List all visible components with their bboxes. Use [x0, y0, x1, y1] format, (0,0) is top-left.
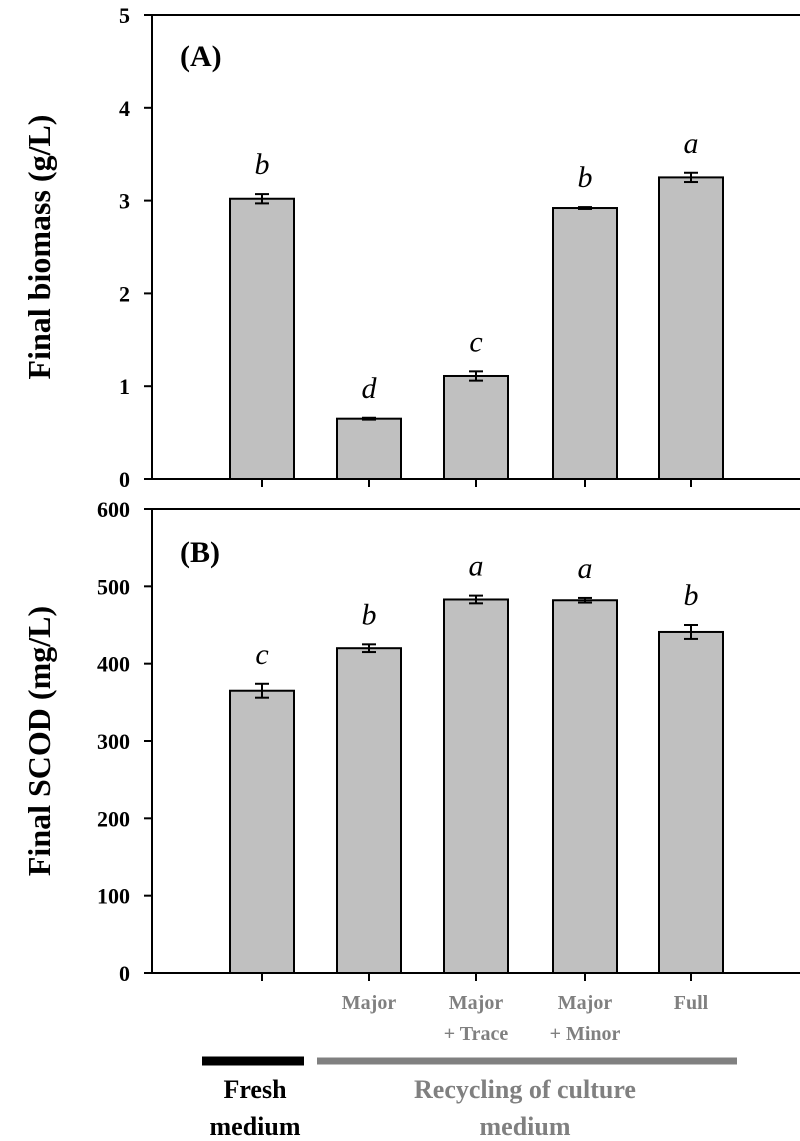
category-label-major-minor-line1: Major	[558, 992, 613, 1014]
y-tick-label: 600	[97, 497, 130, 522]
panel-label: (B)	[180, 536, 220, 569]
category-label-major-trace-line1: Major	[449, 992, 504, 1014]
y-tick-label: 5	[119, 3, 130, 28]
category-label-full: Full	[674, 992, 709, 1014]
y-axis-label: Final biomass (g/L)	[21, 115, 57, 380]
group-label-recycling-line1: Recycling of culture	[414, 1075, 636, 1104]
panel-a-biomass-chart: 0 1 2 3 4 5 Final biomass (g/L) (A) b d c b a	[21, 3, 800, 492]
bar	[658, 630, 724, 975]
significance-letter: b	[684, 579, 699, 612]
significance-letter: b	[578, 161, 593, 194]
y-tick-label: 200	[97, 806, 130, 831]
y-tick-label: 100	[97, 884, 130, 909]
y-tick-label: 500	[97, 574, 130, 599]
significance-letter: a	[578, 552, 593, 585]
bar	[443, 598, 509, 974]
y-tick-label: 0	[119, 467, 130, 492]
bar	[336, 417, 402, 480]
significance-letter: a	[684, 127, 699, 160]
y-tick-label: 3	[119, 189, 130, 214]
category-label-major-minor-line2: + Minor	[550, 1023, 621, 1045]
group-label-recycling-line2: medium	[480, 1112, 571, 1141]
group-label-fresh-line2: medium	[210, 1112, 301, 1141]
bar	[443, 374, 509, 481]
bar	[552, 207, 618, 481]
group-brackets: Fresh medium Recycling of culture medium	[202, 1056, 737, 1141]
y-tick-label: 300	[97, 729, 130, 754]
panel-b-scod-chart: 0 100 200 300 400 500 600 Final SCOD (mg/L) (B) c…	[21, 497, 800, 986]
bar	[552, 599, 618, 975]
y-tick-label: 0	[119, 961, 130, 986]
significance-letter: c	[469, 325, 482, 358]
category-label-major-trace-line2: + Trace	[444, 1023, 509, 1045]
significance-letter: c	[255, 638, 268, 671]
significance-letter: b	[255, 148, 270, 181]
category-label-major: Major	[342, 992, 397, 1014]
bar	[229, 197, 295, 481]
significance-letter: a	[469, 550, 484, 583]
bar	[336, 647, 402, 974]
group-label-fresh-line1: Fresh	[223, 1075, 287, 1104]
y-tick-label: 1	[119, 374, 130, 399]
bar	[229, 689, 295, 974]
y-tick-label: 2	[119, 281, 130, 306]
significance-letter: b	[362, 598, 377, 631]
bar	[658, 176, 724, 480]
significance-letter: d	[362, 372, 378, 405]
y-axis-label: Final SCOD (mg/L)	[21, 606, 57, 876]
category-labels: Major Major + Trace Major + Minor Full	[342, 992, 709, 1045]
y-tick-label: 4	[119, 96, 130, 121]
panel-label: (A)	[180, 40, 222, 73]
y-tick-label: 400	[97, 652, 130, 677]
